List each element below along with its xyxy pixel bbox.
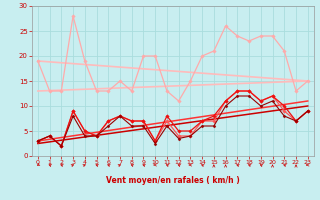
X-axis label: Vent moyen/en rafales ( km/h ): Vent moyen/en rafales ( km/h ) <box>106 176 240 185</box>
